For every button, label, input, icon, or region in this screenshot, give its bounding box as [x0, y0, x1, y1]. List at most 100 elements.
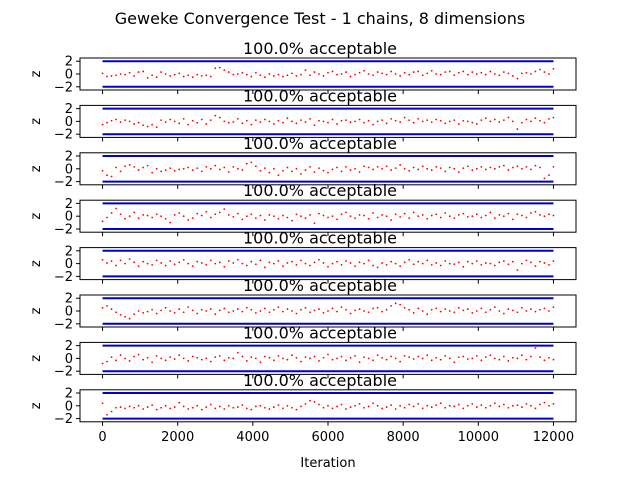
- z-score-point: [142, 408, 145, 410]
- z-score-point: [376, 404, 379, 407]
- z-score-point: [484, 168, 487, 171]
- z-score-point: [146, 76, 149, 79]
- z-score-point: [214, 213, 217, 216]
- z-score-point: [254, 119, 257, 122]
- z-score-point: [457, 71, 460, 74]
- z-score-point: [453, 217, 456, 220]
- z-score-point: [394, 302, 397, 305]
- y-tick-label: −2: [54, 412, 73, 427]
- z-score-point: [142, 260, 145, 263]
- z-score-point: [453, 361, 456, 364]
- z-score-point: [124, 217, 126, 220]
- z-score-point: [263, 219, 266, 221]
- z-score-point: [128, 215, 131, 218]
- z-score-point: [385, 358, 388, 361]
- z-score-point: [403, 116, 406, 119]
- z-score-point: [421, 310, 424, 312]
- z-score-point: [191, 265, 194, 268]
- z-score-point: [435, 165, 438, 168]
- z-score-point: [245, 264, 248, 267]
- z-score-point: [336, 310, 338, 313]
- z-score-point: [182, 75, 185, 78]
- z-score-point: [358, 261, 361, 264]
- z-score-point: [318, 258, 320, 261]
- z-score-point: [507, 360, 510, 362]
- z-score-point: [516, 269, 519, 271]
- z-score-point: [471, 71, 474, 73]
- z-score-point: [254, 405, 257, 408]
- z-score-point: [169, 167, 172, 170]
- z-score-point: [484, 311, 487, 314]
- z-score-point: [286, 74, 289, 77]
- z-score-point: [327, 121, 329, 124]
- z-score-point: [272, 75, 275, 77]
- z-score-point: [534, 347, 537, 350]
- z-score-point: [408, 356, 411, 359]
- z-score-point: [142, 214, 145, 216]
- z-score-point: [272, 215, 275, 218]
- z-score-point: [115, 166, 117, 169]
- z-score-point: [277, 354, 280, 357]
- z-score-point: [173, 120, 176, 123]
- z-score-point: [223, 307, 226, 310]
- z-score-point: [205, 74, 208, 77]
- z-score-point: [232, 310, 235, 312]
- z-score-point: [173, 358, 176, 360]
- x-tick-label: 4000: [236, 430, 269, 445]
- z-score-point: [376, 266, 379, 269]
- z-score-point: [327, 404, 329, 407]
- z-score-point: [331, 262, 334, 265]
- z-score-point: [214, 407, 217, 410]
- z-score-point: [124, 407, 126, 410]
- z-score-point: [507, 169, 510, 171]
- z-score-point: [543, 177, 546, 180]
- z-score-point: [457, 214, 460, 216]
- z-score-point: [426, 259, 429, 262]
- z-score-point: [421, 165, 424, 168]
- y-tick-label: 0: [65, 210, 73, 225]
- y-tick-label: 0: [65, 399, 73, 414]
- z-score-point: [128, 258, 131, 261]
- z-score-point: [381, 119, 384, 122]
- z-score-point: [336, 405, 338, 408]
- z-score-point: [444, 212, 447, 214]
- z-score-point: [277, 306, 280, 309]
- z-score-point: [187, 306, 190, 309]
- z-score-point: [327, 353, 329, 356]
- z-score-point: [200, 214, 203, 217]
- z-score-point: [408, 169, 411, 172]
- z-score-point: [236, 212, 239, 215]
- z-score-point: [115, 264, 117, 267]
- z-score-point: [385, 215, 388, 218]
- z-score-point: [340, 119, 343, 122]
- subplot-title: 100.0% acceptable: [243, 86, 397, 105]
- subplot-2: 20−2 z 100.0% acceptable: [29, 86, 577, 143]
- z-score-point: [489, 308, 492, 311]
- z-score-point: [498, 74, 501, 77]
- z-score-point: [196, 260, 199, 263]
- z-score-point: [426, 217, 429, 220]
- z-score-point: [367, 357, 370, 360]
- z-score-point: [511, 260, 514, 263]
- z-score-point: [430, 169, 433, 171]
- z-score-point: [300, 173, 302, 175]
- z-score-point: [511, 166, 514, 169]
- z-score-point: [421, 357, 424, 360]
- z-score-point: [227, 214, 230, 216]
- z-score-point: [498, 405, 501, 408]
- z-score-point: [345, 165, 347, 168]
- z-score-point: [439, 264, 442, 267]
- z-score-point: [462, 212, 465, 215]
- z-score-point: [300, 119, 302, 122]
- z-score-point: [385, 263, 388, 266]
- z-score-point: [277, 404, 280, 407]
- z-score-point: [385, 406, 388, 408]
- z-score-point: [178, 354, 181, 357]
- z-score-point: [133, 261, 136, 264]
- z-score-point: [268, 171, 271, 174]
- z-score-point: [133, 355, 136, 358]
- z-score-point: [137, 353, 140, 356]
- z-score-point: [363, 121, 365, 124]
- axes-frame: [79, 247, 577, 281]
- z-score-point: [241, 404, 244, 407]
